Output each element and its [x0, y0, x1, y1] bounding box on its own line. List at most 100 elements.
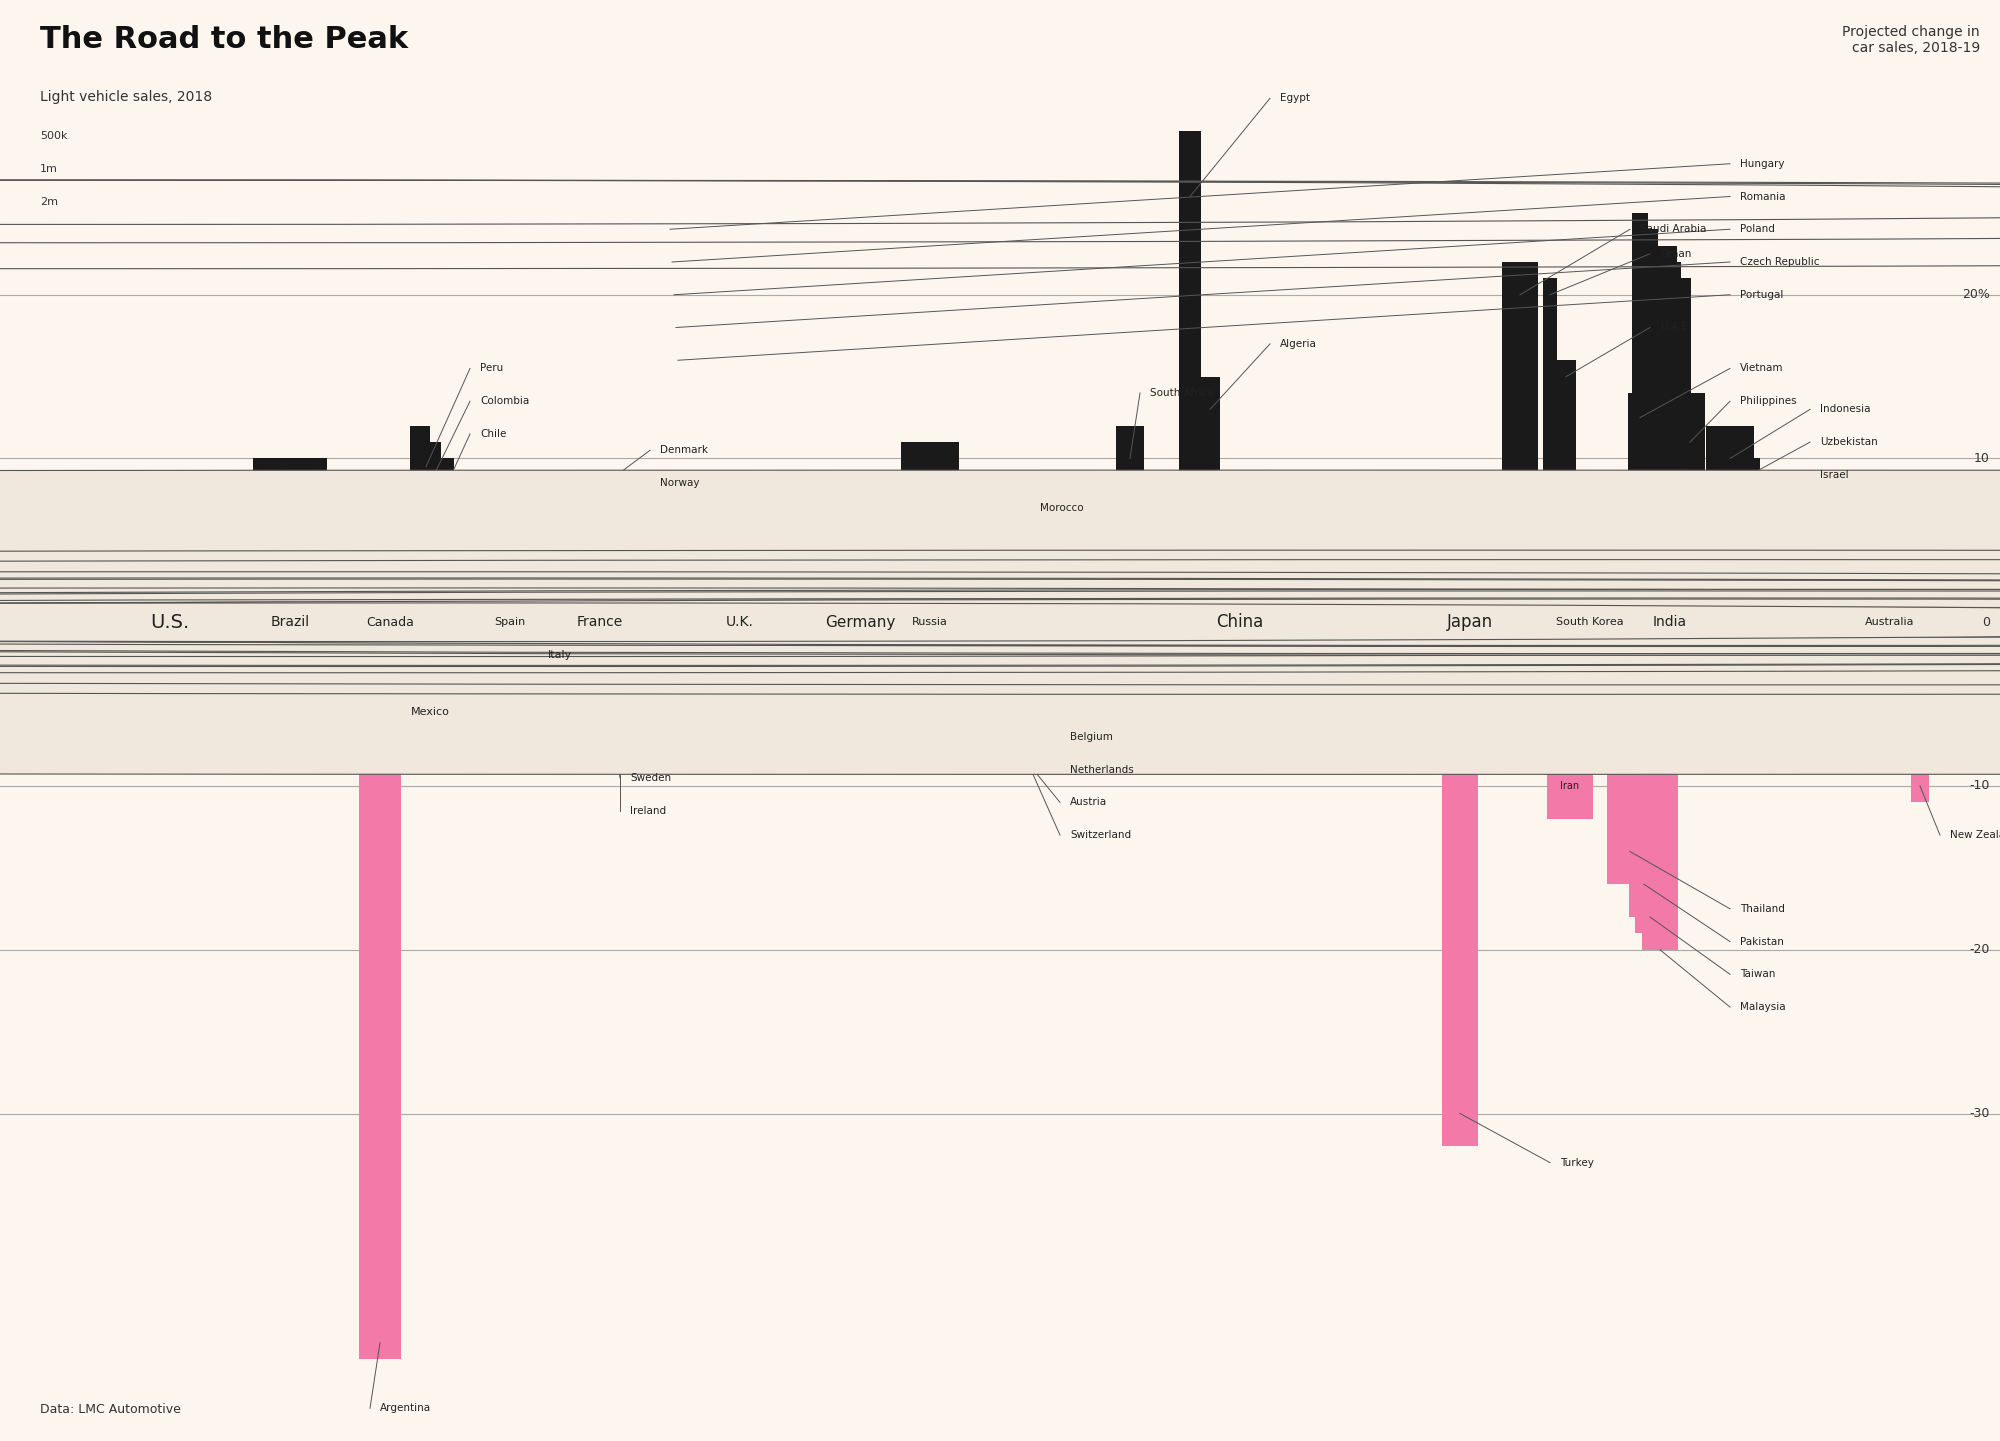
Circle shape [0, 572, 2000, 673]
Circle shape [0, 605, 2000, 640]
Text: Saudi Arabia: Saudi Arabia [1640, 225, 1706, 235]
Bar [252, 458, 328, 623]
Text: Uzbekistan: Uzbekistan [1820, 437, 1878, 447]
Circle shape [0, 589, 2000, 656]
Circle shape [0, 608, 2000, 637]
Text: New Zealand: New Zealand [1950, 830, 2000, 840]
Circle shape [0, 578, 2000, 667]
Text: Morocco: Morocco [1040, 503, 1084, 513]
Text: Light vehicle sales, 2018: Light vehicle sales, 2018 [40, 89, 212, 104]
Text: Data: LMC Automotive: Data: LMC Automotive [40, 1404, 180, 1417]
Bar [1200, 376, 1220, 623]
Circle shape [0, 607, 2000, 637]
Text: Vietnam: Vietnam [1740, 363, 1784, 373]
Bar [1658, 262, 1682, 623]
Circle shape [0, 591, 2000, 654]
Text: Israel: Israel [1820, 470, 1848, 480]
Text: 500k: 500k [40, 131, 68, 141]
Bar [540, 507, 560, 623]
Text: Germany: Germany [824, 615, 896, 630]
Bar [1728, 491, 1752, 623]
Text: Colombia: Colombia [480, 396, 530, 406]
Circle shape [0, 607, 2000, 638]
Circle shape [0, 470, 2000, 774]
Bar [1556, 360, 1576, 623]
Bar [1608, 623, 1652, 885]
Text: Poland: Poland [1740, 225, 1774, 235]
Circle shape [0, 604, 2000, 641]
Text: The Road to the Peak: The Road to the Peak [40, 24, 408, 53]
Bar [1740, 458, 1760, 623]
Bar [1642, 245, 1678, 623]
Bar [1676, 393, 1704, 623]
Bar [1636, 623, 1664, 934]
Text: Ireland: Ireland [630, 806, 666, 816]
Bar [74, 623, 266, 647]
Text: Projected change in
car sales, 2018-19: Projected change in car sales, 2018-19 [1842, 24, 1980, 55]
Bar [410, 425, 430, 623]
Circle shape [0, 550, 2000, 695]
Circle shape [0, 599, 2000, 646]
Text: Taiwan: Taiwan [1740, 970, 1776, 980]
Bar [1632, 213, 1648, 623]
Text: China: China [1216, 614, 1264, 631]
Text: -30: -30 [1970, 1107, 1990, 1120]
Circle shape [344, 610, 2000, 635]
Text: Canada: Canada [366, 615, 414, 628]
Text: Denmark: Denmark [660, 445, 708, 455]
Circle shape [0, 491, 2000, 754]
Bar [358, 623, 422, 656]
Circle shape [0, 608, 2000, 637]
Text: -10: -10 [1970, 780, 1990, 793]
Text: South Korea: South Korea [1556, 617, 1624, 627]
Text: Norway: Norway [660, 478, 700, 488]
Bar [596, 623, 624, 736]
Circle shape [0, 588, 2000, 657]
Text: U.A.E.: U.A.E. [1660, 323, 1692, 333]
Circle shape [0, 575, 2000, 670]
Text: 0: 0 [1982, 615, 1990, 628]
Bar [1116, 425, 1144, 623]
Bar [986, 623, 1014, 729]
Bar [942, 623, 978, 705]
Bar [528, 623, 592, 672]
Bar [964, 623, 996, 712]
Text: Russia: Russia [912, 617, 948, 627]
Text: Romania: Romania [1740, 192, 1786, 202]
Text: Peru: Peru [480, 363, 504, 373]
Circle shape [326, 611, 2000, 633]
Bar [1008, 623, 1032, 736]
Text: Egypt: Egypt [1280, 94, 1310, 104]
Text: Malaysia: Malaysia [1740, 1001, 1786, 1012]
Circle shape [0, 608, 2000, 637]
Bar [1560, 623, 1620, 656]
Bar [1178, 131, 1202, 623]
Bar [1630, 623, 1658, 916]
Text: Spain: Spain [494, 617, 526, 627]
Bar [1020, 540, 1040, 623]
Text: Thailand: Thailand [1740, 904, 1784, 914]
Text: Portugal: Portugal [1740, 290, 1784, 300]
Bar [1706, 425, 1754, 623]
Circle shape [340, 612, 2000, 633]
Bar [360, 623, 400, 1359]
Circle shape [0, 607, 2000, 638]
Circle shape [0, 586, 2000, 659]
Circle shape [0, 598, 2000, 647]
Bar [1128, 623, 1352, 736]
Circle shape [0, 602, 2000, 643]
Text: Switzerland: Switzerland [1070, 830, 1132, 840]
Bar [1642, 623, 1678, 950]
Bar [418, 442, 442, 623]
Text: Sweden: Sweden [630, 772, 672, 782]
Bar [1548, 623, 1592, 818]
Circle shape [0, 574, 2000, 670]
Circle shape [0, 559, 2000, 684]
Circle shape [0, 594, 2000, 650]
Circle shape [40, 608, 2000, 637]
Text: Turkey: Turkey [1560, 1157, 1594, 1167]
Text: Brazil: Brazil [270, 615, 310, 630]
Circle shape [0, 601, 2000, 643]
Circle shape [0, 602, 2000, 641]
Circle shape [0, 608, 2000, 637]
